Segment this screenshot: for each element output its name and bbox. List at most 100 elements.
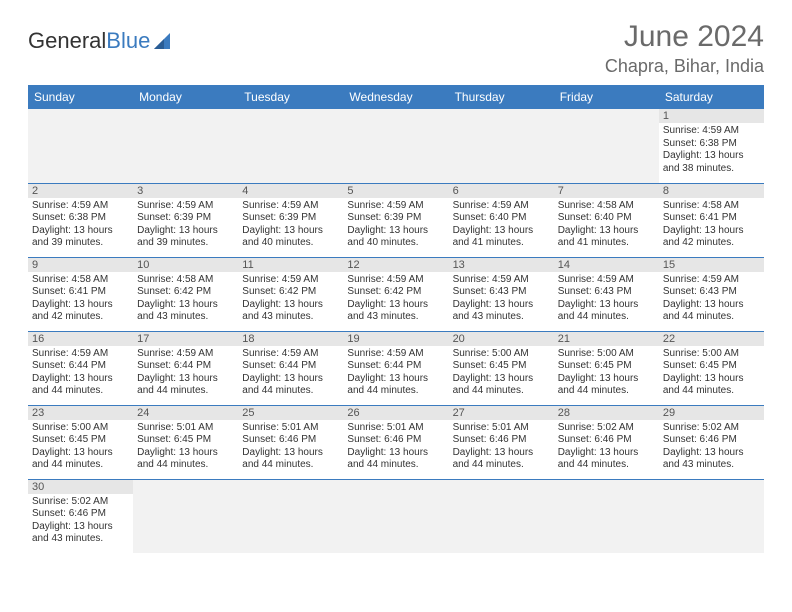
day-info: Sunrise: 4:59 AMSunset: 6:44 PMDaylight:… [347,348,444,398]
info-line: Sunrise: 4:58 AM [663,200,760,213]
info-line: and 41 minutes. [558,237,655,250]
info-line: Daylight: 13 hours [558,373,655,386]
info-line: Sunrise: 5:00 AM [663,348,760,361]
info-line: Daylight: 13 hours [32,521,129,534]
day-number [133,109,238,123]
logo-word1: General [28,28,106,54]
calendar-cell [28,109,133,183]
calendar-cell: 24Sunrise: 5:01 AMSunset: 6:45 PMDayligh… [133,405,238,479]
info-line: and 44 minutes. [663,385,760,398]
info-line: Sunrise: 5:00 AM [32,422,129,435]
info-line: Sunrise: 5:02 AM [558,422,655,435]
day-info: Sunrise: 4:59 AMSunset: 6:44 PMDaylight:… [32,348,129,398]
info-line: Daylight: 13 hours [242,225,339,238]
info-line: Sunrise: 4:58 AM [558,200,655,213]
info-line: Daylight: 13 hours [453,225,550,238]
day-number: 13 [449,258,554,272]
info-line: Sunset: 6:43 PM [558,286,655,299]
info-line: Sunset: 6:43 PM [663,286,760,299]
info-line: Sunset: 6:46 PM [242,434,339,447]
day-info: Sunrise: 4:59 AMSunset: 6:44 PMDaylight:… [242,348,339,398]
info-line: and 42 minutes. [663,237,760,250]
day-info: Sunrise: 5:00 AMSunset: 6:45 PMDaylight:… [663,348,760,398]
day-info: Sunrise: 5:00 AMSunset: 6:45 PMDaylight:… [453,348,550,398]
day-number: 20 [449,332,554,346]
info-line: Sunset: 6:40 PM [453,212,550,225]
info-line: and 44 minutes. [32,459,129,472]
day-number [554,480,659,494]
day-number: 26 [343,406,448,420]
info-line: and 44 minutes. [453,459,550,472]
day-info: Sunrise: 4:59 AMSunset: 6:38 PMDaylight:… [663,125,760,175]
calendar-week: 9Sunrise: 4:58 AMSunset: 6:41 PMDaylight… [28,257,764,331]
info-line: and 44 minutes. [137,385,234,398]
calendar-cell: 13Sunrise: 4:59 AMSunset: 6:43 PMDayligh… [449,257,554,331]
info-line: Sunrise: 5:01 AM [242,422,339,435]
day-info: Sunrise: 5:02 AMSunset: 6:46 PMDaylight:… [32,496,129,546]
info-line: and 40 minutes. [347,237,444,250]
info-line: and 40 minutes. [242,237,339,250]
calendar-cell: 20 Sunrise: 5:00 AMSunset: 6:45 PMDayligh… [449,331,554,405]
weekday-header: Tuesday [238,85,343,109]
weekday-header: Thursday [449,85,554,109]
month-title: June 2024 [605,20,764,54]
info-line: Daylight: 13 hours [558,299,655,312]
day-info: Sunrise: 4:58 AMSunset: 6:41 PMDaylight:… [663,200,760,250]
info-line: and 43 minutes. [347,311,444,324]
day-number: 16 [28,332,133,346]
info-line: Daylight: 13 hours [32,447,129,460]
calendar-cell: 10Sunrise: 4:58 AMSunset: 6:42 PMDayligh… [133,257,238,331]
calendar-cell: 30Sunrise: 5:02 AMSunset: 6:46 PMDayligh… [28,479,133,553]
info-line: Sunrise: 5:01 AM [347,422,444,435]
day-number: 3 [133,184,238,198]
day-number: 12 [343,258,448,272]
day-info: Sunrise: 5:00 AMSunset: 6:45 PMDaylight:… [32,422,129,472]
info-line: Daylight: 13 hours [137,373,234,386]
info-line: Daylight: 13 hours [242,447,339,460]
day-number: 14 [554,258,659,272]
weekday-header: Monday [133,85,238,109]
info-line: Sunrise: 4:59 AM [347,348,444,361]
day-number: 22 [659,332,764,346]
info-line: Sunrise: 5:02 AM [32,496,129,509]
day-number [554,109,659,123]
info-line: Sunset: 6:46 PM [32,508,129,521]
info-line: Sunset: 6:42 PM [137,286,234,299]
day-info: Sunrise: 4:58 AMSunset: 6:40 PMDaylight:… [558,200,655,250]
day-number [343,480,448,494]
info-line: Sunrise: 4:59 AM [32,348,129,361]
calendar-cell: 8Sunrise: 4:58 AMSunset: 6:41 PMDaylight… [659,183,764,257]
info-line: Sunrise: 4:59 AM [453,274,550,287]
info-line: and 44 minutes. [137,459,234,472]
day-info: Sunrise: 4:59 AMSunset: 6:39 PMDaylight:… [242,200,339,250]
day-number: 21 [554,332,659,346]
calendar-cell: 16 Sunrise: 4:59 AMSunset: 6:44 PMDayligh… [28,331,133,405]
day-info: Sunrise: 4:59 AMSunset: 6:43 PMDaylight:… [558,274,655,324]
day-info: Sunrise: 4:59 AMSunset: 6:39 PMDaylight:… [137,200,234,250]
day-number: 28 [554,406,659,420]
day-number [133,480,238,494]
day-info: Sunrise: 4:59 AMSunset: 6:42 PMDaylight:… [347,274,444,324]
day-number: 9 [28,258,133,272]
day-number: 5 [343,184,448,198]
info-line: Sunset: 6:42 PM [242,286,339,299]
title-block: June 2024 Chapra, Bihar, India [605,20,764,77]
info-line: and 44 minutes. [347,459,444,472]
info-line: Daylight: 13 hours [32,373,129,386]
info-line: and 43 minutes. [453,311,550,324]
info-line: Daylight: 13 hours [137,447,234,460]
calendar-cell: 25Sunrise: 5:01 AMSunset: 6:46 PMDayligh… [238,405,343,479]
location: Chapra, Bihar, India [605,56,764,77]
info-line: Sunrise: 4:59 AM [242,274,339,287]
calendar-cell: 17Sunrise: 4:59 AMSunset: 6:44 PMDayligh… [133,331,238,405]
info-line: Daylight: 13 hours [558,225,655,238]
info-line: Daylight: 13 hours [453,447,550,460]
day-number: 24 [133,406,238,420]
calendar-cell: 5Sunrise: 4:59 AMSunset: 6:39 PMDaylight… [343,183,448,257]
info-line: and 44 minutes. [558,385,655,398]
sail-icon [152,31,178,51]
info-line: Sunrise: 4:59 AM [242,348,339,361]
calendar-page: GeneralBlue June 2024 Chapra, Bihar, Ind… [0,0,792,573]
calendar-cell: 21Sunrise: 5:00 AMSunset: 6:45 PMDayligh… [554,331,659,405]
info-line: Sunset: 6:45 PM [32,434,129,447]
